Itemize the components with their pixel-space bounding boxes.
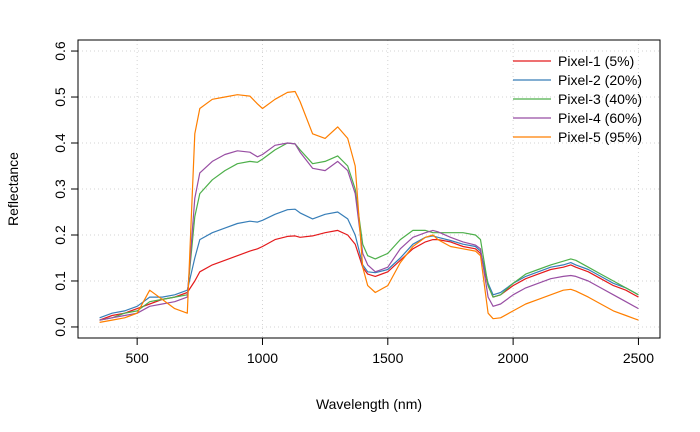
y-tick-label: 0.6	[52, 41, 68, 61]
series-line-pixel-1	[99, 229, 639, 321]
series-line-pixel-2	[99, 208, 639, 319]
x-tick-label: 2500	[623, 350, 654, 366]
y-axis-label: Reflectance	[5, 152, 21, 226]
y-tick-label: 0.4	[52, 133, 68, 153]
legend-label-pixel-5: Pixel-5 (95%)	[558, 129, 642, 145]
legend-label-pixel-3: Pixel-3 (40%)	[558, 91, 642, 107]
y-axis: 0.0 0.1 0.2 0.3 0.4 0.5 0.6	[52, 41, 78, 337]
x-axis-label: Wavelength (nm)	[316, 396, 422, 412]
legend: Pixel-1 (5%) Pixel-2 (20%) Pixel-3 (40%) Pi…	[513, 53, 642, 145]
legend-label-pixel-4: Pixel-4 (60%)	[558, 110, 642, 126]
y-tick-label: 0.3	[52, 179, 68, 199]
series-lines	[99, 90, 639, 323]
y-tick-label: 0.0	[52, 317, 68, 337]
series-line-pixel-5	[99, 90, 639, 323]
y-tick-label: 0.1	[52, 271, 68, 291]
y-tick-label: 0.2	[52, 225, 68, 245]
x-tick-label: 1000	[247, 350, 278, 366]
x-tick-label: 2000	[498, 350, 529, 366]
grid-lines	[78, 40, 660, 338]
x-axis: 500 1000 1500 2000 2500	[125, 338, 654, 366]
series-line-pixel-4	[99, 142, 639, 321]
x-tick-label: 1500	[372, 350, 403, 366]
x-tick-label: 500	[125, 350, 149, 366]
y-tick-label: 0.5	[52, 87, 68, 107]
legend-label-pixel-2: Pixel-2 (20%)	[558, 72, 642, 88]
legend-label-pixel-1: Pixel-1 (5%)	[558, 53, 634, 69]
series-line-pixel-3	[99, 142, 639, 321]
